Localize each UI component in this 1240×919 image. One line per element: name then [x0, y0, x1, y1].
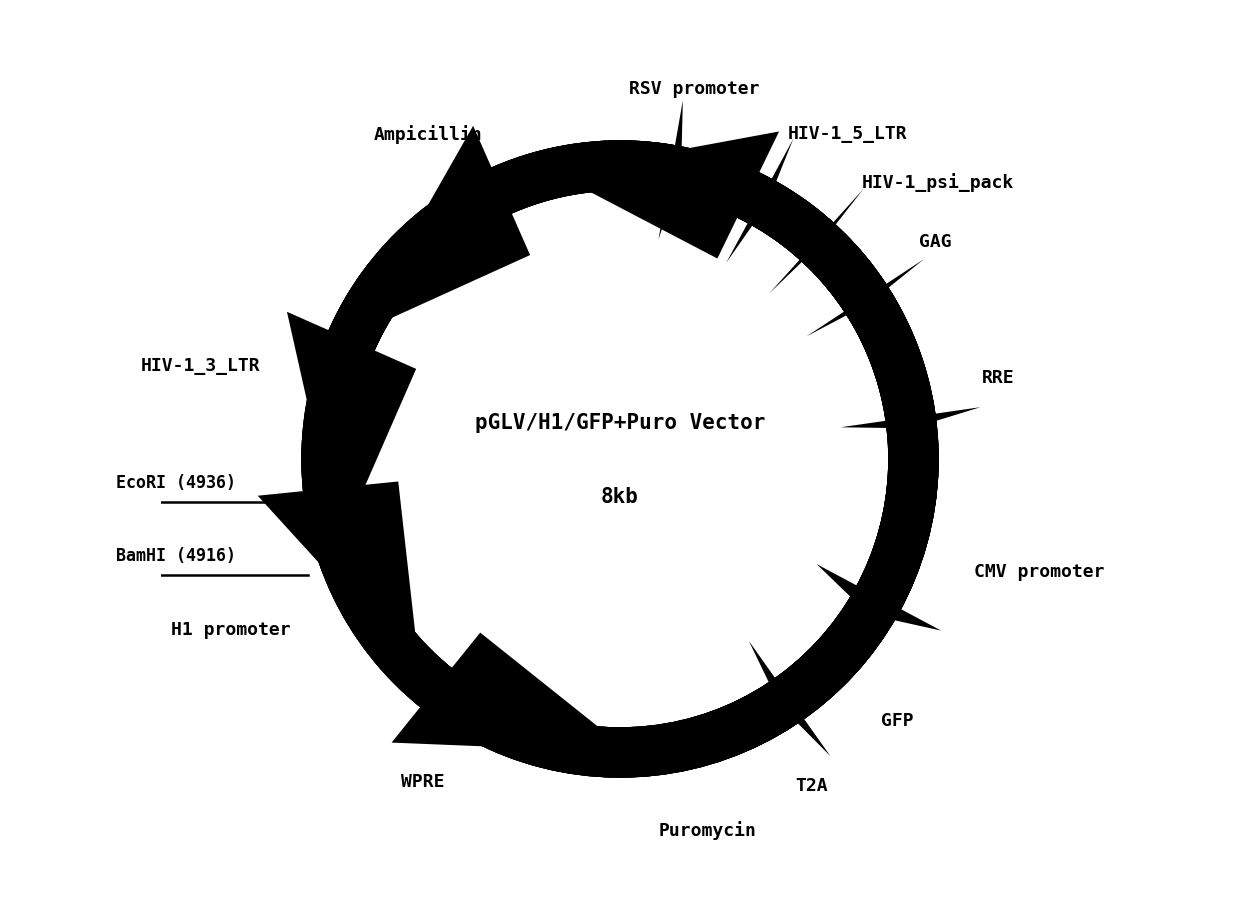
Text: pGLV/H1/GFP+Puro Vector: pGLV/H1/GFP+Puro Vector — [475, 413, 765, 433]
Text: EcoRI (4936): EcoRI (4936) — [115, 473, 236, 492]
Polygon shape — [857, 460, 939, 609]
Polygon shape — [329, 142, 939, 777]
Polygon shape — [816, 243, 887, 312]
Polygon shape — [658, 101, 683, 240]
Polygon shape — [817, 564, 941, 631]
Polygon shape — [774, 199, 833, 260]
Text: GAG: GAG — [919, 233, 951, 251]
Polygon shape — [775, 625, 872, 720]
Polygon shape — [258, 482, 420, 674]
Text: Ampicillin: Ampicillin — [373, 124, 482, 143]
Text: BamHI (4916): BamHI (4916) — [115, 547, 236, 565]
Text: HIV-1_5_LTR: HIV-1_5_LTR — [787, 125, 908, 143]
Text: Puromycin: Puromycin — [658, 820, 756, 839]
Polygon shape — [806, 260, 924, 337]
Polygon shape — [866, 330, 935, 421]
Polygon shape — [554, 132, 779, 259]
Text: RRE: RRE — [982, 369, 1014, 387]
Polygon shape — [301, 142, 939, 777]
Text: CMV promoter: CMV promoter — [973, 562, 1105, 580]
Polygon shape — [353, 127, 529, 335]
Polygon shape — [392, 633, 630, 753]
Text: RSV promoter: RSV promoter — [629, 79, 760, 97]
Text: 8kb: 8kb — [601, 486, 639, 506]
Polygon shape — [698, 155, 771, 224]
Text: GFP: GFP — [880, 710, 914, 729]
Polygon shape — [769, 189, 864, 294]
Text: HIV-1_psi_pack: HIV-1_psi_pack — [862, 173, 1014, 192]
Polygon shape — [286, 312, 417, 545]
Polygon shape — [749, 641, 831, 756]
Polygon shape — [301, 142, 939, 748]
Text: HIV-1_3_LTR: HIV-1_3_LTR — [141, 357, 260, 375]
Text: T2A: T2A — [796, 776, 828, 794]
Text: H1 promoter: H1 promoter — [171, 620, 291, 639]
Polygon shape — [301, 142, 939, 777]
Polygon shape — [301, 173, 939, 777]
Polygon shape — [841, 408, 981, 429]
Text: WPRE: WPRE — [401, 772, 444, 790]
Polygon shape — [727, 140, 794, 264]
Polygon shape — [593, 142, 675, 196]
